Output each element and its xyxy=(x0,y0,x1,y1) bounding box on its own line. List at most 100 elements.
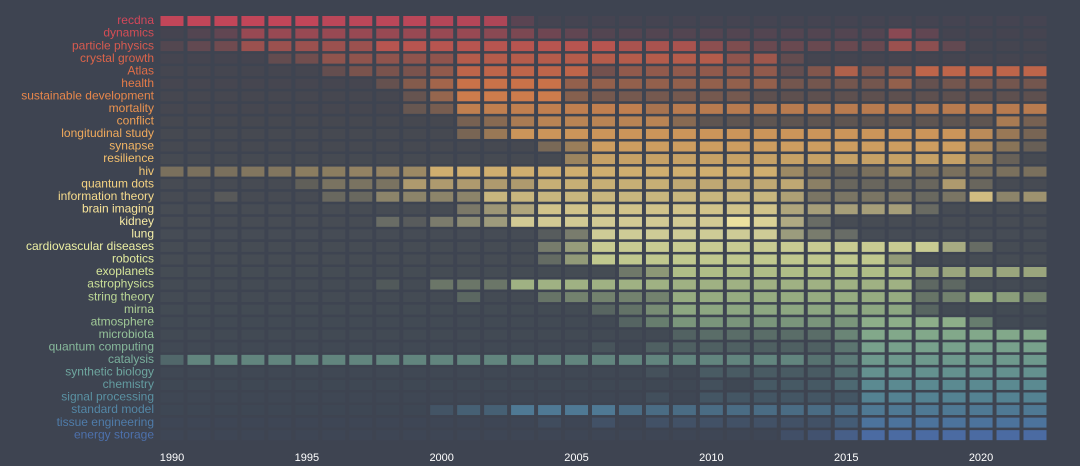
heat-cell xyxy=(996,154,1020,165)
heat-cell xyxy=(430,329,454,340)
heat-cell xyxy=(618,16,642,26)
heat-cell xyxy=(214,78,238,89)
heat-cell xyxy=(484,166,508,177)
heat-cell xyxy=(834,292,858,303)
heat-cell xyxy=(726,128,750,139)
heat-cell xyxy=(780,41,804,52)
heat-cell xyxy=(618,216,642,227)
heat-cell xyxy=(834,191,858,202)
row-label: robotics xyxy=(112,252,154,266)
heat-cell xyxy=(187,292,211,303)
heat-cell xyxy=(645,367,669,378)
heat-cell xyxy=(187,279,211,290)
heat-cell xyxy=(1023,53,1047,64)
heat-cell xyxy=(699,204,723,215)
heat-cell xyxy=(457,141,481,152)
heat-cell xyxy=(403,41,427,52)
heat-cell xyxy=(241,216,265,227)
heat-cell xyxy=(726,392,750,403)
heat-cell xyxy=(753,405,777,416)
heat-cell xyxy=(1023,91,1047,102)
heat-cell xyxy=(780,430,804,441)
heat-cell xyxy=(457,116,481,127)
heat-cell xyxy=(834,16,858,26)
heat-cell xyxy=(645,241,669,252)
heat-cell xyxy=(403,229,427,240)
heat-cell xyxy=(726,367,750,378)
heat-cell xyxy=(915,392,939,403)
heat-cell xyxy=(618,367,642,378)
heat-cell xyxy=(538,103,562,114)
heat-cell xyxy=(214,229,238,240)
heat-cell xyxy=(1023,116,1047,127)
heat-cell xyxy=(430,53,454,64)
heat-cell xyxy=(1023,66,1047,77)
heat-cell xyxy=(1023,329,1047,340)
heat-cell xyxy=(915,66,939,77)
heat-cell xyxy=(565,166,589,177)
heat-cell xyxy=(538,379,562,390)
heat-cell xyxy=(592,417,615,428)
heat-cell xyxy=(861,141,885,152)
row-label: mirna xyxy=(124,302,154,316)
heat-cell xyxy=(753,116,777,127)
heat-cell xyxy=(565,430,589,441)
heat-cell xyxy=(241,166,265,177)
heat-cell xyxy=(699,78,723,89)
heat-cell xyxy=(807,154,831,165)
row-label: microbiota xyxy=(99,327,155,341)
heat-cell xyxy=(511,53,535,64)
heat-cell xyxy=(295,28,319,39)
heat-cell xyxy=(376,154,400,165)
heat-cell xyxy=(780,342,804,353)
heat-cell xyxy=(942,267,966,277)
heat-cell xyxy=(160,103,184,114)
heat-cell xyxy=(807,392,831,403)
heat-cell xyxy=(484,342,508,353)
heat-cell xyxy=(699,279,723,290)
heat-cell xyxy=(187,204,211,215)
heat-cell xyxy=(565,292,589,303)
row-label: synapse xyxy=(109,139,154,153)
heat-cell xyxy=(565,229,589,240)
heat-cell xyxy=(834,367,858,378)
heat-cell xyxy=(349,41,373,52)
heat-cell xyxy=(780,103,804,114)
heat-cell xyxy=(996,329,1020,340)
heat-cell xyxy=(753,279,777,290)
heat-cell xyxy=(511,229,535,240)
heat-cell xyxy=(322,354,346,365)
heat-cell xyxy=(888,405,912,416)
heat-cell xyxy=(942,417,966,428)
heat-cell xyxy=(645,128,669,139)
heat-cell xyxy=(565,317,589,328)
heat-cell xyxy=(511,78,535,89)
heat-cell xyxy=(430,141,454,152)
heat-cell xyxy=(807,241,831,252)
row-label: health xyxy=(121,76,154,90)
heat-cell xyxy=(349,241,373,252)
heat-cell xyxy=(645,116,669,127)
heat-cell xyxy=(565,103,589,114)
heat-cell xyxy=(726,229,750,240)
heat-cell xyxy=(780,417,804,428)
heat-cell xyxy=(565,78,589,89)
heat-cell xyxy=(538,141,562,152)
heat-cell xyxy=(888,304,912,315)
heat-cell xyxy=(538,405,562,416)
heat-cell xyxy=(1023,267,1047,277)
heat-cell xyxy=(349,267,373,277)
heat-cell xyxy=(538,16,562,26)
heat-cell xyxy=(430,204,454,215)
heat-cell xyxy=(592,392,615,403)
heat-cell xyxy=(861,317,885,328)
heat-cell xyxy=(969,53,993,64)
heat-cell xyxy=(376,66,400,77)
heat-cell xyxy=(187,66,211,77)
heat-cell xyxy=(403,204,427,215)
heat-cell xyxy=(511,329,535,340)
heat-cell xyxy=(511,405,535,416)
heat-cell xyxy=(969,216,993,227)
heat-cell xyxy=(672,116,696,127)
heat-cell xyxy=(753,166,777,177)
